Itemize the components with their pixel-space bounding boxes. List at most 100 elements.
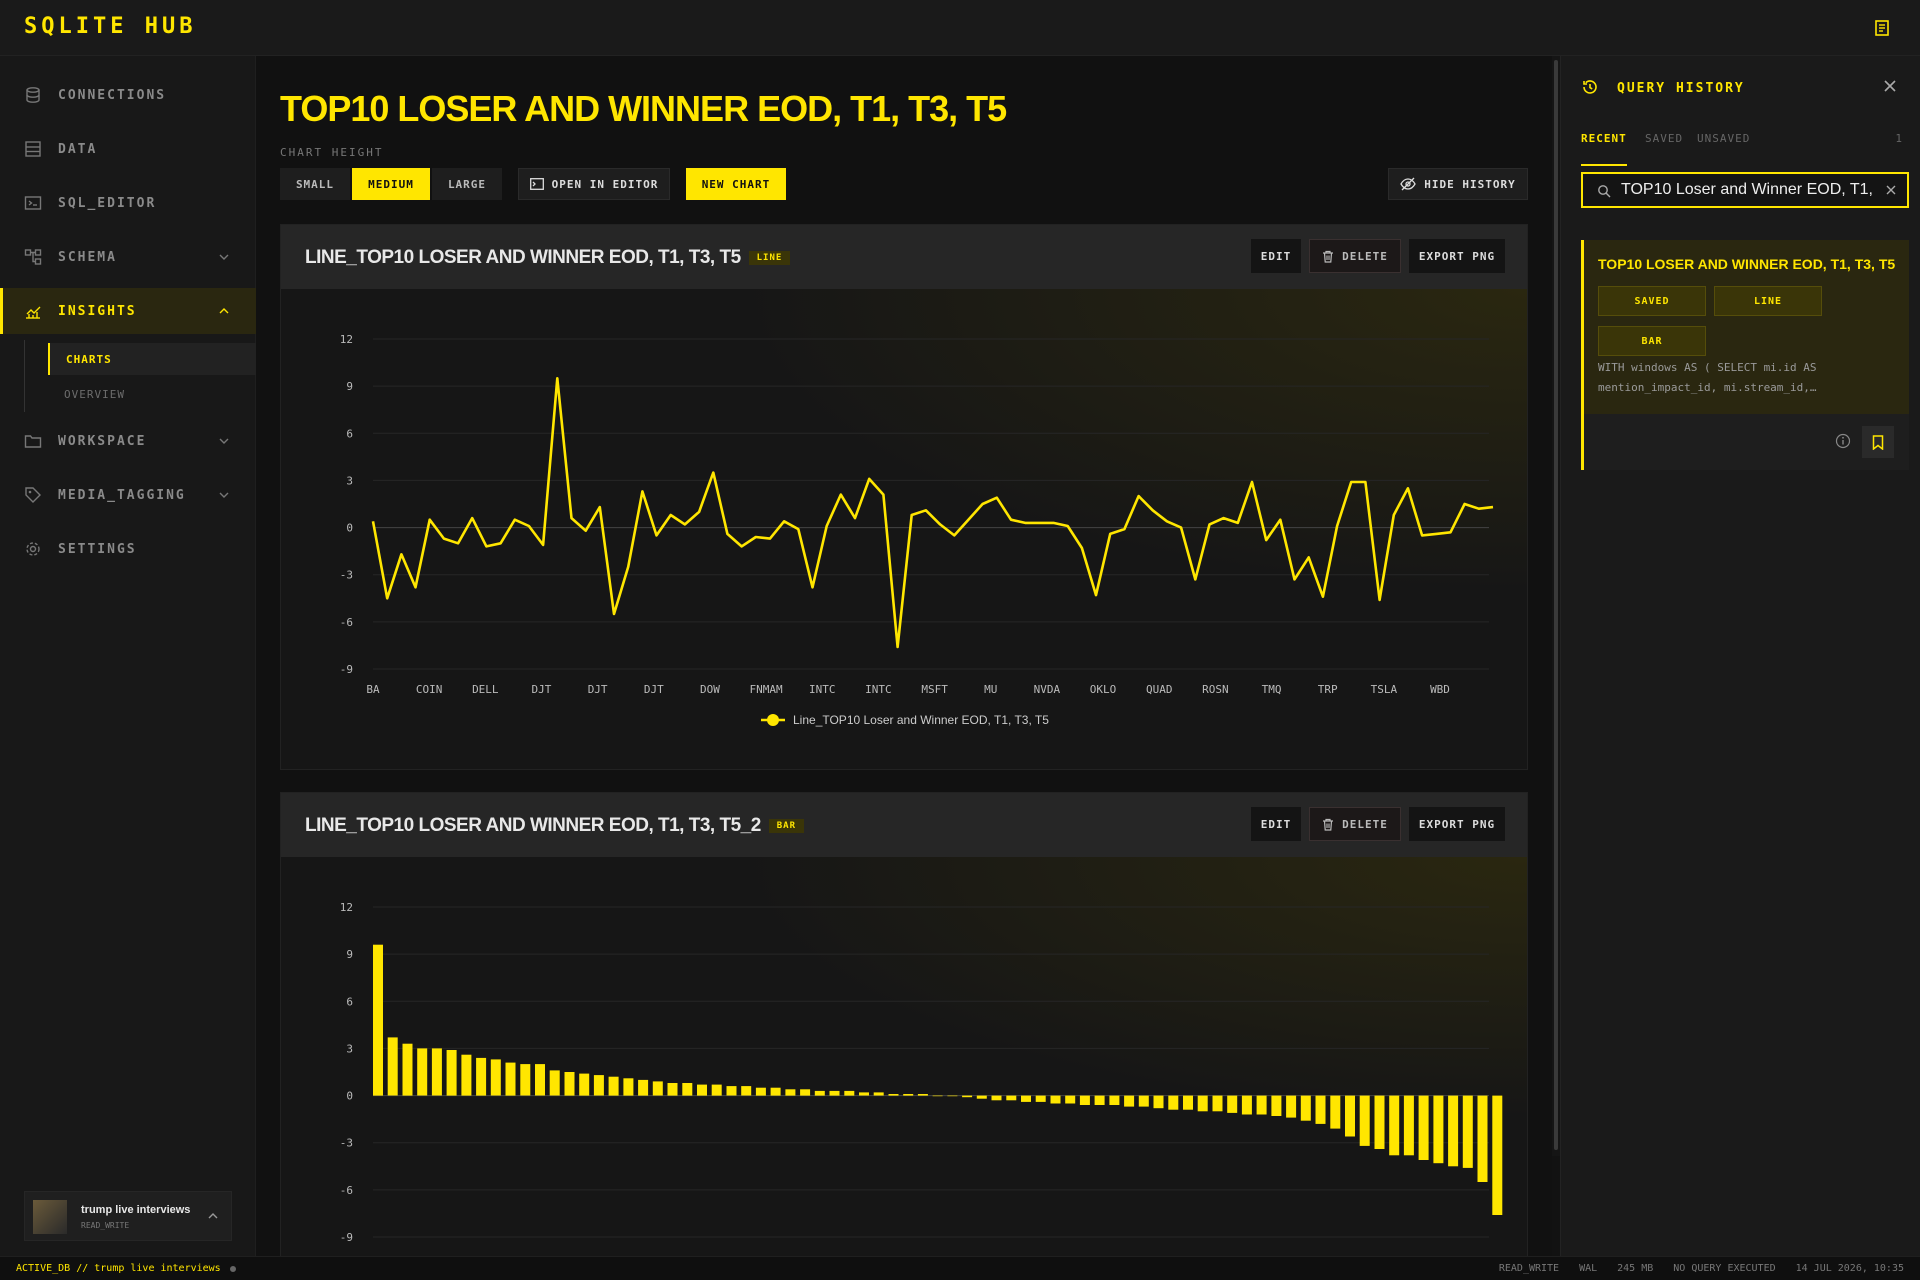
edit-button[interactable]: EDIT	[1251, 239, 1301, 273]
database-icon	[26, 87, 40, 103]
y-tick-label: 9	[346, 380, 353, 393]
sidebar-item-workspace[interactable]: WORKSPACE	[0, 418, 256, 464]
sidebar-item-insights[interactable]: INSIGHTS	[0, 288, 256, 334]
bar	[1448, 1095, 1459, 1167]
history-item[interactable]: TOP10 LOSER AND WINNER EOD, T1, T3, T5 S…	[1581, 240, 1909, 470]
legend-marker	[767, 714, 779, 726]
chart-height-label: CHART HEIGHT	[280, 146, 384, 159]
bar	[505, 1062, 516, 1096]
size-large-button[interactable]: LARGE	[432, 168, 502, 200]
bar	[1492, 1095, 1503, 1215]
card-header: LINE_TOP10 LOSER AND WINNER EOD, T1, T3,…	[281, 225, 1527, 289]
y-tick-label: 0	[346, 522, 353, 535]
bar	[800, 1089, 811, 1096]
export-png-button[interactable]: EXPORT PNG	[1409, 807, 1505, 841]
bar	[520, 1064, 531, 1096]
info-button[interactable]	[1830, 428, 1856, 454]
tab-unsaved[interactable]: UNSAVED	[1697, 132, 1751, 145]
y-tick-label: 12	[340, 901, 353, 914]
sidebar-item-label: WORKSPACE	[58, 433, 147, 449]
sidebar-item-schema[interactable]: SCHEMA	[0, 234, 256, 280]
x-tick-label: DOW	[700, 683, 720, 696]
delete-button[interactable]: DELETE	[1309, 807, 1401, 841]
submenu-rail	[24, 340, 25, 412]
hide-history-label: HIDE HISTORY	[1424, 177, 1516, 191]
bar	[1065, 1095, 1076, 1104]
tab-saved[interactable]: SAVED	[1645, 132, 1684, 145]
sidebar-item-connections[interactable]: CONNECTIONS	[0, 72, 256, 118]
y-tick-label: 12	[340, 333, 353, 346]
new-chart-button[interactable]: NEW CHART	[686, 168, 786, 200]
sidebar-sub-charts[interactable]: CHARTS	[48, 343, 256, 375]
status-size: 245 MB	[1617, 1263, 1654, 1274]
export-png-button[interactable]: EXPORT PNG	[1409, 239, 1505, 273]
chevron-down-icon	[219, 492, 229, 498]
trash-icon	[1323, 250, 1334, 263]
folder-icon	[24, 435, 42, 448]
history-search-input[interactable]	[1621, 180, 1877, 200]
open-in-editor-button[interactable]: OPEN IN EDITOR	[518, 168, 670, 200]
x-tick-label: ROSN	[1202, 683, 1229, 696]
document-icon[interactable]	[1872, 18, 1892, 38]
sidebar-item-label: MEDIA_TAGGING	[58, 487, 186, 503]
tab-recent[interactable]: RECENT	[1581, 132, 1627, 166]
user-card[interactable]: trump live interviews READ_WRITE	[24, 1191, 232, 1241]
legend-label: Line_TOP10 Loser and Winner EOD, T1, T3,…	[793, 713, 1049, 727]
app-logo: SQLITE HUB	[24, 14, 197, 39]
page-title: TOP10 LOSER AND WINNER EOD, T1, T3, T5	[280, 88, 1007, 129]
close-icon[interactable]	[1882, 78, 1898, 94]
bar	[1241, 1095, 1252, 1115]
delete-label: DELETE	[1342, 817, 1388, 831]
avatar	[33, 1200, 67, 1234]
history-search	[1581, 172, 1909, 208]
y-tick-label: -9	[340, 1231, 353, 1244]
bar	[1389, 1095, 1400, 1156]
bar	[755, 1087, 766, 1096]
bar	[770, 1087, 781, 1096]
status-bar: ACTIVE_DB // trump live interviews READ_…	[0, 1256, 1920, 1280]
sidebar-item-label: DATA	[58, 141, 98, 157]
bar	[1227, 1095, 1238, 1113]
bar	[682, 1083, 693, 1096]
sidebar-item-sql-editor[interactable]: SQL_EDITOR	[0, 180, 256, 226]
main-scrollbar[interactable]	[1552, 56, 1560, 1156]
bar	[814, 1090, 825, 1096]
status-journal: WAL	[1579, 1263, 1598, 1274]
status-active-db: ACTIVE_DB // trump live interviews	[16, 1263, 221, 1274]
y-tick-label: -3	[340, 1137, 353, 1150]
tag-icon	[25, 487, 41, 503]
delete-button[interactable]: DELETE	[1309, 239, 1401, 273]
bar	[1109, 1095, 1120, 1105]
x-tick-label: INTC	[809, 683, 836, 696]
sidebar-item-data[interactable]: DATA	[0, 126, 256, 172]
bar	[1300, 1095, 1311, 1121]
bar	[1330, 1095, 1341, 1129]
clear-icon[interactable]	[1885, 184, 1897, 196]
sidebar-sub-overview[interactable]: OVERVIEW	[64, 387, 125, 401]
edit-button[interactable]: EDIT	[1251, 807, 1301, 841]
eye-off-icon	[1400, 177, 1416, 191]
chevron-down-icon	[219, 254, 229, 260]
status-datetime: 14 JUL 2026, 10:35	[1795, 1263, 1904, 1274]
bar	[888, 1094, 899, 1096]
tag-line: LINE	[1714, 286, 1822, 316]
y-tick-label: 3	[346, 474, 353, 487]
bar	[741, 1086, 752, 1096]
scroll-thumb[interactable]	[1554, 60, 1558, 1150]
bar	[829, 1090, 840, 1096]
size-small-button[interactable]: SMALL	[280, 168, 350, 200]
y-tick-label: -9	[340, 663, 353, 676]
bookmark-button[interactable]	[1862, 426, 1894, 458]
bar	[1433, 1095, 1444, 1164]
sidebar-item-label: SQL_EDITOR	[58, 195, 157, 211]
bar	[785, 1089, 796, 1096]
size-medium-button[interactable]: MEDIUM	[352, 168, 430, 200]
sidebar-item-settings[interactable]: SETTINGS	[0, 526, 256, 572]
hide-history-button[interactable]: HIDE HISTORY	[1388, 168, 1528, 200]
sidebar-item-label: INSIGHTS	[58, 303, 137, 319]
sidebar-item-label: SCHEMA	[58, 249, 117, 265]
chart-title: LINE_TOP10 LOSER AND WINNER EOD, T1, T3,…	[305, 247, 741, 268]
open-in-editor-label: OPEN IN EDITOR	[551, 177, 659, 191]
sidebar-item-media-tagging[interactable]: MEDIA_TAGGING	[0, 472, 256, 518]
bar	[1374, 1095, 1385, 1149]
